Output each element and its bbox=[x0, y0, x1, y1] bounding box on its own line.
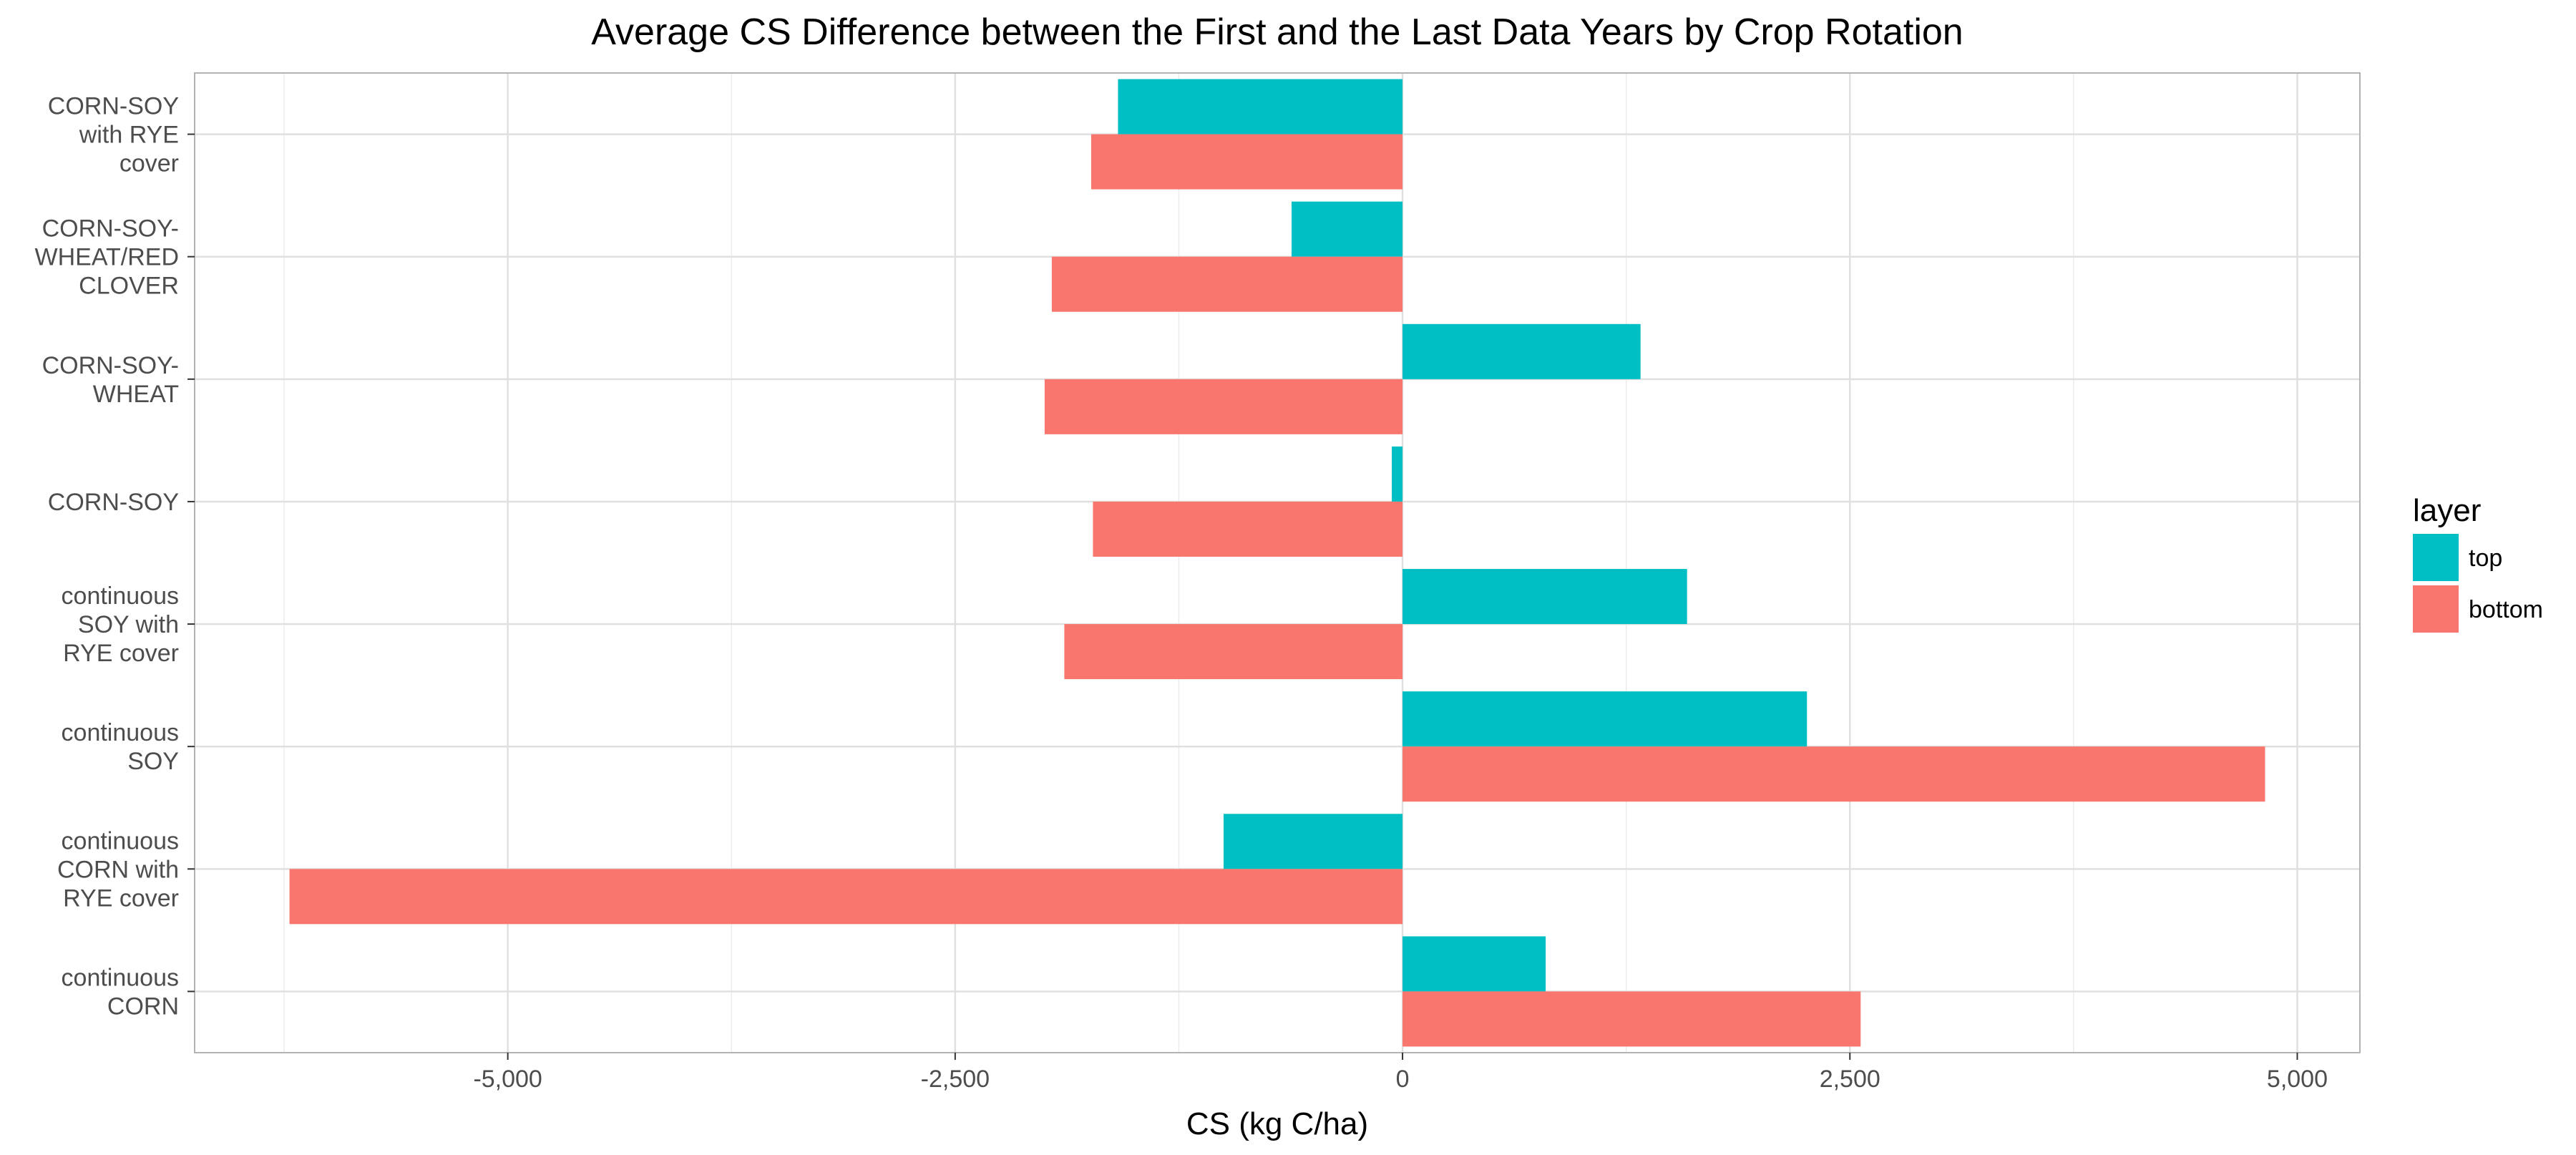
bar-top bbox=[1223, 814, 1403, 869]
legend-title: layer bbox=[2413, 493, 2481, 528]
legend-key-bottom bbox=[2413, 585, 2459, 633]
y-tick-label: CORN-SOY-WHEAT/RED CLOVER bbox=[35, 215, 179, 300]
y-tick-label: continuous SOY with RYE cover bbox=[62, 583, 179, 667]
x-tick-label: -5,000 bbox=[473, 1066, 542, 1093]
bar-bottom bbox=[1402, 991, 1861, 1047]
bar-bottom bbox=[289, 869, 1403, 925]
legend-label-top: top bbox=[2469, 545, 2502, 572]
x-tick-label: 2,500 bbox=[1820, 1066, 1880, 1093]
x-tick-label: -2,500 bbox=[921, 1066, 990, 1093]
y-tick-label: CORN-SOY bbox=[48, 489, 179, 516]
bar-bottom bbox=[1044, 379, 1403, 434]
x-tick-label: 0 bbox=[1396, 1066, 1410, 1093]
x-axis-label: CS (kg C/ha) bbox=[1186, 1106, 1368, 1141]
x-tick-label: 5,000 bbox=[2267, 1066, 2328, 1093]
bar-top bbox=[1292, 201, 1403, 257]
bars bbox=[289, 79, 2265, 1047]
bar-top bbox=[1392, 446, 1403, 502]
y-tick-label: CORN-SOY with RYE cover bbox=[48, 93, 179, 177]
bar-top bbox=[1402, 323, 1641, 379]
y-tick-label: continuous SOY bbox=[62, 719, 179, 775]
bar-top bbox=[1402, 691, 1807, 747]
legend-key-top bbox=[2413, 534, 2459, 581]
x-axis-ticks: -5,000 -2,500 0 2,500 5,000 bbox=[473, 1053, 2328, 1093]
y-tick-label: continuous CORN bbox=[62, 964, 179, 1020]
chart-title: Average CS Difference between the First … bbox=[591, 11, 1963, 53]
y-tick-label: CORN-SOY-WHEAT bbox=[42, 352, 179, 408]
bar-top bbox=[1402, 569, 1687, 625]
bar-bottom bbox=[1093, 501, 1403, 557]
plot-panel-border bbox=[194, 72, 2361, 1053]
bar-bottom bbox=[1064, 624, 1403, 680]
y-axis-ticks: CORN-SOY with RYE cover CORN-SOY-WHEAT/RED C… bbox=[35, 93, 195, 1020]
y-tick-label: continuous CORN with RYE cover bbox=[57, 827, 179, 912]
bar-bottom bbox=[1402, 746, 2265, 802]
bar-bottom bbox=[1091, 134, 1403, 190]
bar-bottom bbox=[1051, 256, 1403, 312]
bar-top bbox=[1402, 936, 1546, 992]
legend: layer top bottom bbox=[2413, 493, 2543, 633]
bar-top bbox=[1118, 79, 1403, 135]
legend-label-bottom: bottom bbox=[2469, 596, 2543, 623]
